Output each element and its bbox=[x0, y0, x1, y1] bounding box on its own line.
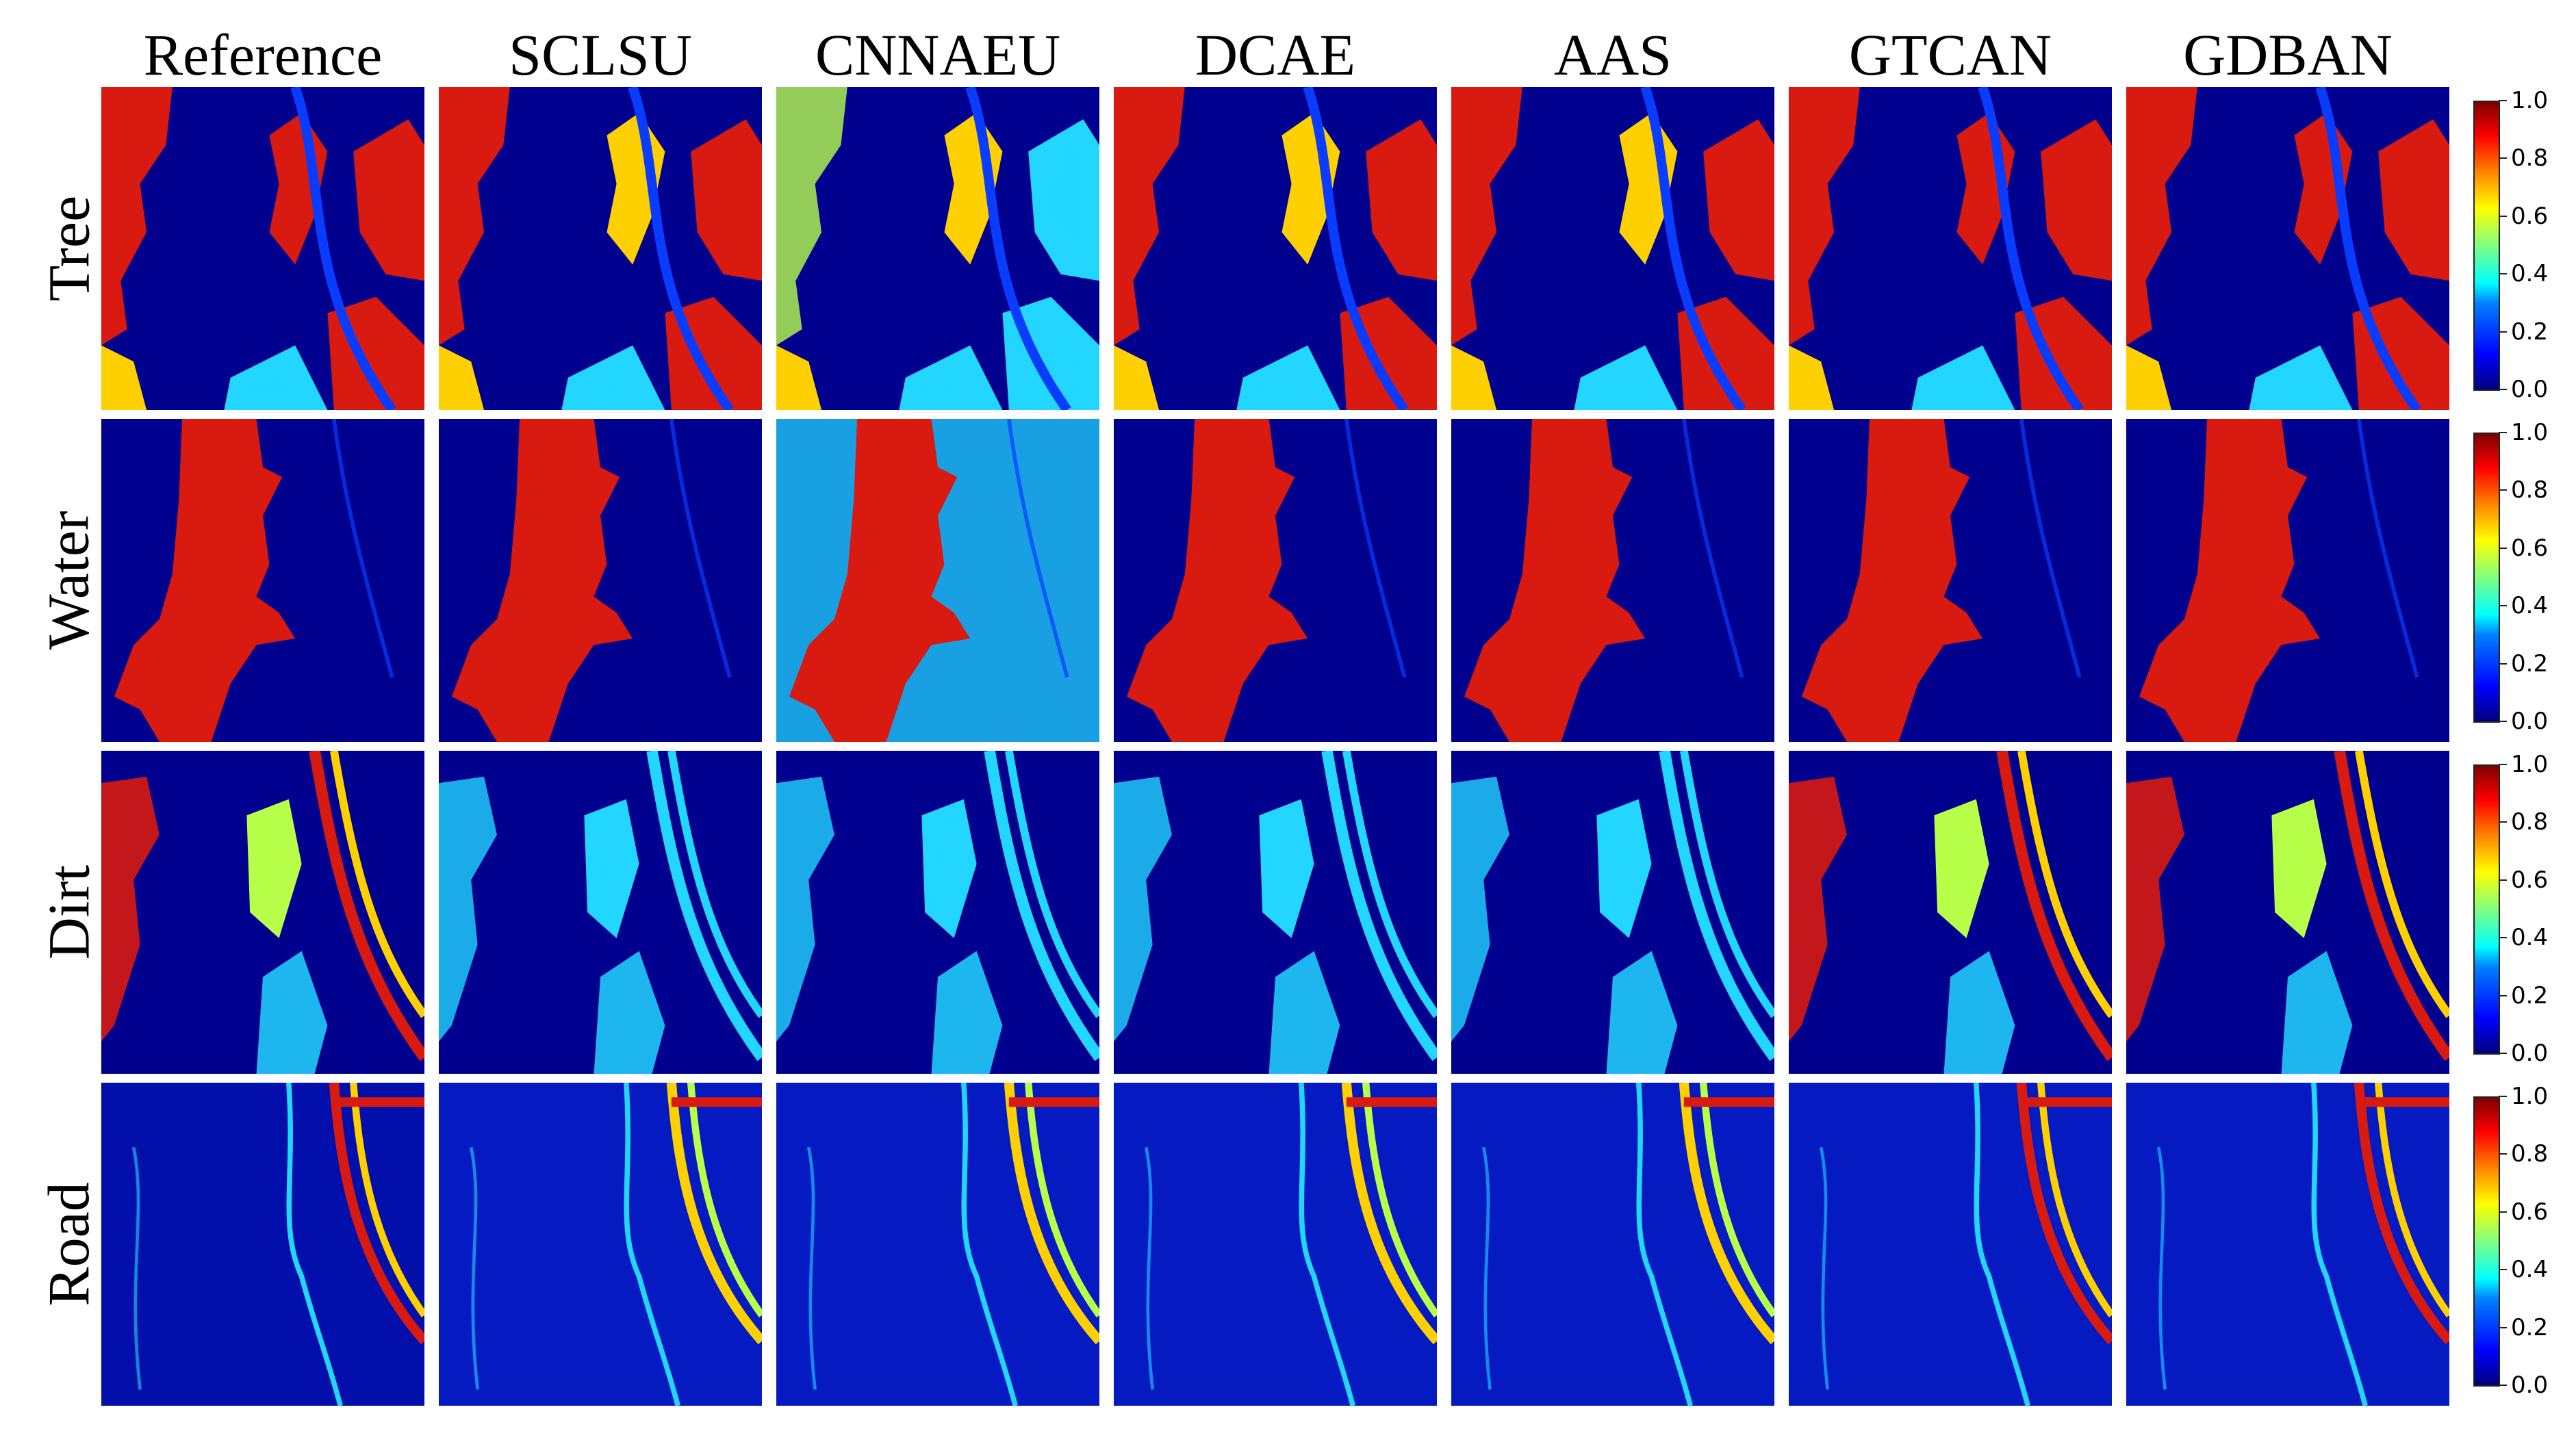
colorbar-tick-label: 0.8 bbox=[2511, 808, 2549, 836]
colorbar-tick-label: 0.6 bbox=[2511, 866, 2549, 894]
colorbar-tick bbox=[2499, 100, 2507, 101]
abundance-map-dirt-dcae bbox=[1114, 751, 1437, 1074]
colorbar-tick-label: 0.2 bbox=[2511, 981, 2549, 1009]
abundance-map-tree-gdban bbox=[2126, 87, 2449, 410]
colorbar-tick-label: 0.4 bbox=[2511, 1256, 2549, 1284]
column-title-cnnaeu: CNNAEU bbox=[815, 22, 1061, 88]
row-title-water: Water bbox=[36, 511, 102, 650]
column-title-gtcan: GTCAN bbox=[1848, 22, 2052, 88]
abundance-map-water-aas bbox=[1451, 419, 1774, 742]
colorbar-tick-label: 0.0 bbox=[2511, 376, 2549, 403]
colorbar-tick bbox=[2499, 721, 2507, 722]
abundance-map-tree-cnnaeu bbox=[776, 87, 1099, 410]
colorbar-tick-label: 0.6 bbox=[2511, 1198, 2549, 1226]
colorbar-road bbox=[2473, 1096, 2500, 1387]
colorbar-tick bbox=[2499, 547, 2507, 549]
colorbar-tick bbox=[2499, 273, 2507, 275]
colorbar-tick-label: 0.6 bbox=[2511, 202, 2549, 230]
abundance-map-dirt-reference bbox=[101, 751, 424, 1074]
colorbar-dirt bbox=[2473, 764, 2500, 1055]
colorbar-tick-label: 1.0 bbox=[2511, 1083, 2549, 1110]
abundance-map-dirt-gdban bbox=[2126, 751, 2449, 1074]
abundance-map-road-gtcan bbox=[1789, 1083, 2112, 1406]
abundance-map-water-cnnaeu bbox=[776, 419, 1099, 742]
abundance-map-dirt-sclsu bbox=[439, 751, 762, 1074]
colorbar-tick-label: 0.8 bbox=[2511, 1140, 2549, 1168]
colorbar-tick-label: 0.4 bbox=[2511, 260, 2549, 288]
column-title-aas: AAS bbox=[1553, 22, 1672, 88]
abundance-map-water-gtcan bbox=[1789, 419, 2112, 742]
abundance-map-road-sclsu bbox=[439, 1083, 762, 1406]
colorbar-tick bbox=[2499, 432, 2507, 433]
colorbar-tick bbox=[2499, 1326, 2507, 1328]
colorbar-tick-label: 0.2 bbox=[2511, 1313, 2549, 1341]
colorbar-tick-label: 0.0 bbox=[2511, 708, 2549, 735]
colorbar-tick-label: 0.6 bbox=[2511, 534, 2549, 562]
colorbar-water bbox=[2473, 433, 2500, 723]
column-title-sclsu: SCLSU bbox=[509, 22, 692, 88]
colorbar-tick bbox=[2499, 764, 2507, 765]
abundance-map-road-cnnaeu bbox=[776, 1083, 1099, 1406]
abundance-map-dirt-gtcan bbox=[1789, 751, 2112, 1074]
colorbar-tick bbox=[2499, 1269, 2507, 1271]
colorbar-tick bbox=[2499, 1385, 2507, 1386]
colorbar-tick-label: 0.8 bbox=[2511, 476, 2549, 504]
colorbar-tick-label: 1.0 bbox=[2511, 419, 2549, 446]
column-title-reference: Reference bbox=[143, 22, 383, 88]
abundance-map-tree-reference bbox=[101, 87, 424, 410]
colorbar-tick-label: 0.4 bbox=[2511, 592, 2549, 620]
row-title-road: Road bbox=[36, 1182, 102, 1306]
colorbar-tick bbox=[2499, 489, 2507, 491]
colorbar-tick-label: 1.0 bbox=[2511, 751, 2549, 778]
colorbar-tick-label: 0.2 bbox=[2511, 649, 2549, 678]
row-title-tree: Tree bbox=[36, 195, 101, 302]
colorbar-tick bbox=[2499, 937, 2507, 939]
colorbar-tick bbox=[2499, 994, 2507, 996]
colorbar-tick bbox=[2499, 1211, 2507, 1213]
abundance-map-water-sclsu bbox=[439, 419, 762, 742]
colorbar-tick bbox=[2499, 331, 2507, 333]
abundance-map-dirt-aas bbox=[1451, 751, 1774, 1074]
colorbar-tick-label: 0.8 bbox=[2511, 144, 2549, 172]
colorbar-tree bbox=[2473, 101, 2500, 391]
colorbar-tick-label: 0.0 bbox=[2511, 1040, 2549, 1067]
colorbar-tick-label: 0.4 bbox=[2511, 924, 2549, 952]
abundance-map-tree-aas bbox=[1451, 87, 1774, 410]
abundance-map-road-reference bbox=[101, 1083, 424, 1406]
abundance-map-water-gdban bbox=[2126, 419, 2449, 742]
column-title-gdban: GDBAN bbox=[2183, 22, 2393, 88]
colorbar-tick-label: 0.0 bbox=[2511, 1372, 2549, 1399]
abundance-map-road-dcae bbox=[1114, 1083, 1437, 1406]
abundance-map-tree-gtcan bbox=[1789, 87, 2112, 410]
colorbar-tick-label: 0.2 bbox=[2511, 318, 2549, 346]
abundance-map-water-dcae bbox=[1114, 419, 1437, 742]
colorbar-tick bbox=[2499, 821, 2507, 823]
abundance-map-road-gdban bbox=[2126, 1083, 2449, 1406]
abundance-map-tree-sclsu bbox=[439, 87, 762, 410]
colorbar-tick bbox=[2499, 605, 2507, 607]
colorbar-tick bbox=[2499, 1096, 2507, 1097]
colorbar-tick bbox=[2499, 1053, 2507, 1054]
colorbar-tick bbox=[2499, 215, 2507, 217]
abundance-map-water-reference bbox=[101, 419, 424, 742]
abundance-map-tree-dcae bbox=[1114, 87, 1437, 410]
colorbar-tick bbox=[2499, 662, 2507, 665]
column-title-dcae: DCAE bbox=[1195, 22, 1356, 88]
row-title-dirt: Dirt bbox=[36, 864, 102, 960]
abundance-map-road-aas bbox=[1451, 1083, 1774, 1406]
colorbar-tick-label: 1.0 bbox=[2511, 87, 2549, 114]
abundance-map-dirt-cnnaeu bbox=[776, 751, 1099, 1074]
colorbar-tick bbox=[2499, 389, 2507, 390]
colorbar-tick bbox=[2499, 157, 2507, 159]
colorbar-tick bbox=[2499, 879, 2507, 881]
colorbar-tick bbox=[2499, 1153, 2507, 1155]
